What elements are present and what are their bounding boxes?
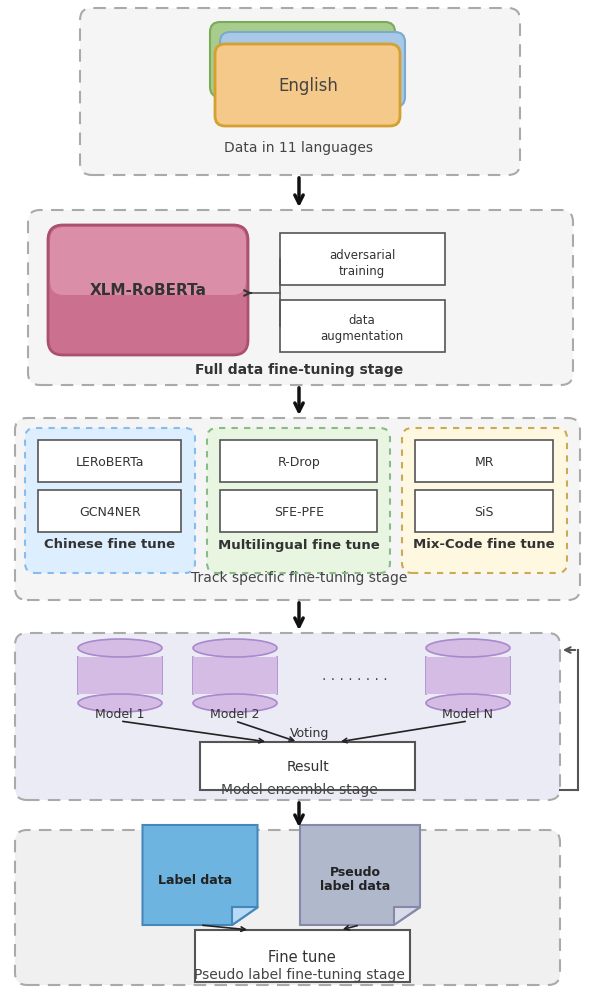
Ellipse shape	[193, 639, 277, 657]
FancyBboxPatch shape	[80, 8, 520, 175]
Polygon shape	[300, 825, 420, 925]
Ellipse shape	[426, 694, 510, 712]
Bar	[426, 657, 510, 694]
FancyBboxPatch shape	[25, 428, 195, 573]
Text: Pseudo: Pseudo	[329, 865, 380, 878]
Polygon shape	[393, 907, 420, 925]
Text: Label data: Label data	[158, 873, 232, 886]
Polygon shape	[142, 825, 258, 925]
Text: R-Drop: R-Drop	[277, 455, 321, 468]
FancyBboxPatch shape	[28, 210, 573, 385]
Text: training: training	[339, 264, 385, 277]
Bar	[38, 490, 181, 532]
Ellipse shape	[193, 694, 277, 712]
Text: XLM-RoBERTa: XLM-RoBERTa	[90, 282, 206, 297]
Text: Pseudo label fine-tuning stage: Pseudo label fine-tuning stage	[194, 968, 404, 982]
Bar	[38, 440, 181, 482]
Text: data: data	[349, 313, 376, 326]
Bar	[415, 440, 553, 482]
Text: · · · · · · · ·: · · · · · · · ·	[322, 673, 388, 687]
Text: Track specific fine-tuning stage: Track specific fine-tuning stage	[191, 571, 407, 585]
FancyBboxPatch shape	[15, 418, 580, 600]
Bar	[415, 490, 553, 532]
Text: Fine tune: Fine tune	[268, 949, 336, 964]
Text: SFE-PFE: SFE-PFE	[274, 506, 324, 519]
Text: Voting: Voting	[290, 727, 329, 740]
Text: augmentation: augmentation	[321, 329, 404, 342]
FancyBboxPatch shape	[215, 44, 400, 126]
Text: LERoBERTa: LERoBERTa	[76, 455, 144, 468]
FancyBboxPatch shape	[207, 428, 390, 573]
Bar	[200, 742, 415, 790]
Text: Full data fine-tuning stage: Full data fine-tuning stage	[195, 363, 403, 377]
Text: GCN4NER: GCN4NER	[79, 506, 141, 519]
Text: Model 1: Model 1	[95, 709, 145, 722]
Ellipse shape	[426, 639, 510, 657]
Bar	[78, 657, 162, 694]
Bar	[195, 930, 410, 982]
Bar	[280, 300, 445, 352]
Text: Model 2: Model 2	[210, 709, 260, 722]
Text: Data in 11 languages: Data in 11 languages	[224, 141, 374, 155]
Ellipse shape	[78, 694, 162, 712]
FancyBboxPatch shape	[210, 22, 395, 97]
Text: Result: Result	[286, 760, 329, 774]
Text: label data: label data	[320, 879, 390, 892]
Bar	[193, 657, 277, 694]
Text: English: English	[278, 77, 338, 95]
FancyBboxPatch shape	[220, 32, 405, 107]
Text: MR: MR	[474, 455, 494, 468]
Text: Model ensemble stage: Model ensemble stage	[221, 783, 377, 797]
Text: Mix-Code fine tune: Mix-Code fine tune	[413, 539, 555, 552]
Text: Chinese fine tune: Chinese fine tune	[44, 539, 176, 552]
FancyBboxPatch shape	[15, 633, 560, 800]
FancyBboxPatch shape	[50, 227, 246, 295]
Ellipse shape	[78, 639, 162, 657]
Bar	[220, 490, 377, 532]
Polygon shape	[232, 907, 258, 925]
Bar	[280, 233, 445, 285]
Text: Multilingual fine tune: Multilingual fine tune	[218, 539, 380, 552]
FancyBboxPatch shape	[15, 830, 560, 985]
FancyBboxPatch shape	[402, 428, 567, 573]
Bar	[220, 440, 377, 482]
Text: adversarial: adversarial	[329, 249, 395, 261]
FancyBboxPatch shape	[48, 225, 248, 355]
Text: SiS: SiS	[474, 506, 494, 519]
Text: Model N: Model N	[443, 709, 493, 722]
